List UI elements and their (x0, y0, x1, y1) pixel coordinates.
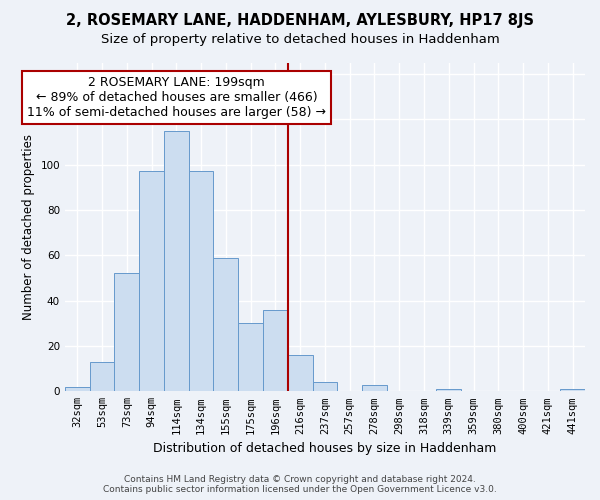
Text: 2 ROSEMARY LANE: 199sqm
← 89% of detached houses are smaller (466)
11% of semi-d: 2 ROSEMARY LANE: 199sqm ← 89% of detache… (27, 76, 326, 119)
Bar (436, 389, 461, 392)
Bar (288, 355, 313, 392)
Y-axis label: Number of detached properties: Number of detached properties (22, 134, 35, 320)
Bar (89, 362, 115, 392)
Bar (238, 324, 263, 392)
Bar (164, 130, 189, 392)
Bar (560, 389, 585, 392)
Bar (263, 310, 288, 392)
Text: Size of property relative to detached houses in Haddenham: Size of property relative to detached ho… (101, 32, 499, 46)
Bar (189, 172, 214, 392)
Bar (139, 172, 164, 392)
Bar (214, 258, 238, 392)
Bar (362, 384, 387, 392)
Text: Contains HM Land Registry data © Crown copyright and database right 2024.
Contai: Contains HM Land Registry data © Crown c… (103, 474, 497, 494)
Bar (313, 382, 337, 392)
Text: 2, ROSEMARY LANE, HADDENHAM, AYLESBURY, HP17 8JS: 2, ROSEMARY LANE, HADDENHAM, AYLESBURY, … (66, 12, 534, 28)
X-axis label: Distribution of detached houses by size in Haddenham: Distribution of detached houses by size … (153, 442, 497, 455)
Bar (65, 387, 89, 392)
Bar (115, 274, 139, 392)
